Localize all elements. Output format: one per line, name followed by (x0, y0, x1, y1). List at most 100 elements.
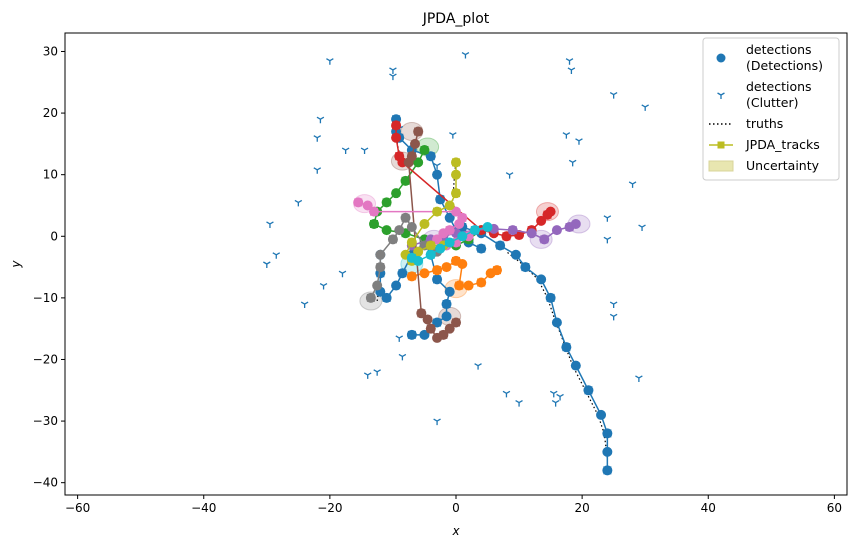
detection-point (444, 212, 455, 223)
x-axis-label: x (451, 524, 460, 538)
y-tick-label: −40 (33, 476, 58, 490)
track-marker (392, 115, 401, 124)
y-axis-label: y (9, 260, 23, 269)
clutter-point (341, 147, 350, 155)
detection-point (419, 268, 430, 279)
clutter-point (449, 132, 457, 139)
x-tick-label: 40 (701, 501, 716, 515)
track-marker (439, 330, 448, 339)
legend-label: truths (746, 116, 783, 131)
track-marker (452, 158, 460, 167)
track-marker (407, 152, 416, 161)
track-marker (496, 241, 505, 250)
detection-point (526, 228, 537, 239)
clutter-point (635, 375, 643, 382)
detection-point (435, 243, 446, 254)
x-tick-label: −40 (191, 501, 216, 515)
track-marker (382, 198, 391, 207)
track-marker (540, 235, 549, 244)
track-marker (445, 226, 454, 235)
clutter-point (505, 172, 514, 179)
y-tick-label: 0 (50, 229, 58, 243)
track-marker (420, 241, 429, 250)
clutter-point (551, 400, 560, 407)
track-marker (436, 195, 445, 204)
clutter-point (433, 418, 441, 426)
clutter-point (326, 58, 334, 65)
clutter-point (609, 313, 618, 321)
clutter-point (395, 335, 404, 342)
clutter-point (389, 73, 397, 81)
clutter-point (338, 270, 347, 278)
clutter-point (461, 51, 470, 59)
track-marker (452, 318, 460, 327)
detection-point (602, 446, 613, 457)
x-tick-label: 20 (574, 501, 589, 515)
track-marker (508, 226, 517, 235)
detection-point (463, 280, 474, 291)
x-tick-label: 60 (827, 501, 842, 515)
detection-point (391, 132, 402, 143)
track-marker (398, 269, 407, 278)
clutter-point (556, 393, 564, 401)
track-marker (433, 207, 442, 216)
track-marker (584, 386, 593, 395)
track-marker (562, 343, 571, 352)
legend-label: (Clutter) (746, 95, 799, 110)
legend-marker-uncertainty (708, 160, 734, 172)
track-marker (502, 232, 511, 241)
detection-point (536, 274, 547, 285)
track-marker (452, 238, 460, 247)
clutter-point (316, 116, 325, 124)
track-marker (603, 429, 612, 438)
detection-point (422, 314, 433, 325)
clutter-point (266, 221, 274, 228)
track-marker (521, 263, 530, 272)
clutter-point (263, 261, 271, 268)
detection-point (454, 218, 465, 229)
detection-point (391, 280, 402, 291)
detection-point (551, 225, 562, 236)
track-marker (477, 278, 486, 287)
y-tick-label: 20 (43, 106, 58, 120)
track-marker (426, 250, 435, 259)
detection-point (596, 409, 607, 420)
clutter-point (609, 92, 618, 99)
detection-point (457, 259, 468, 269)
detection-point (444, 200, 455, 211)
track-marker (407, 238, 416, 247)
clutter-point (641, 104, 649, 111)
detection-point (545, 206, 556, 217)
detection-point (372, 280, 383, 291)
track-marker (477, 244, 486, 253)
legend-marker-clutter (717, 92, 725, 99)
detection-point (570, 360, 581, 371)
clutter-point (575, 138, 583, 145)
clutter-point (638, 224, 646, 232)
detection-point (570, 218, 581, 229)
clutter-point (562, 132, 571, 139)
track-marker (366, 293, 375, 302)
track-marker (401, 213, 410, 222)
track-marker (401, 229, 410, 238)
track-marker (433, 275, 442, 284)
detection-point (457, 231, 468, 242)
clutter-point (389, 67, 397, 74)
clutter-point (313, 167, 322, 174)
clutter-point (502, 390, 511, 398)
track-marker (445, 238, 454, 247)
track-marker (376, 269, 385, 278)
legend: detections(Detections)detections(Clutter… (702, 37, 840, 181)
track-marker (370, 207, 379, 216)
y-tick-label: 10 (43, 168, 58, 182)
y-tick-label: −20 (33, 352, 58, 366)
track-marker (433, 266, 442, 275)
clutter-point (294, 199, 303, 207)
clutter-point (603, 236, 612, 244)
x-tick-label: −20 (317, 501, 342, 515)
legend-label: (Detections) (746, 58, 823, 73)
y-tick-label: −10 (33, 291, 58, 305)
detection-point (375, 249, 386, 260)
